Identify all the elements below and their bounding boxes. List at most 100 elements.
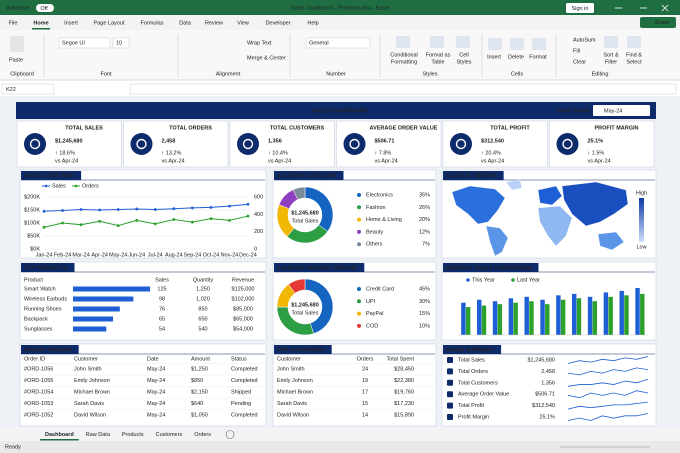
sign-in[interactable]: Sign in (572, 6, 589, 12)
ribbon-button[interactable]: Segoe UI (62, 40, 85, 46)
sheet-tab[interactable]: Products (122, 432, 144, 438)
ribbon-button[interactable]: Wrap Text (247, 40, 272, 46)
kpi-icon-glyph (349, 138, 360, 150)
menu-tab[interactable]: Help (307, 20, 318, 26)
legend-value: 26% (419, 205, 430, 211)
table-cell: $15,890 (394, 412, 414, 418)
panel-header (274, 345, 332, 354)
comparison-bar (592, 301, 598, 335)
product-name: Running Shoes (24, 306, 62, 312)
y2-tick-label: 600 (254, 194, 263, 200)
table-cell: Shipped (231, 389, 251, 395)
ribbon-button[interactable]: Delete (508, 54, 524, 60)
ribbon-button[interactable]: Filter (605, 59, 617, 65)
series-point (209, 217, 213, 221)
ribbon-button[interactable]: Formatting (391, 59, 417, 65)
ribbon-button[interactable]: Conditional (390, 52, 418, 58)
y-tick-label: $200K (24, 194, 40, 200)
summary-icon (447, 391, 453, 398)
table-cell: Completed (231, 378, 258, 384)
ribbon-button[interactable]: Paste (9, 57, 23, 63)
share[interactable]: Share (655, 20, 670, 26)
title-bar (0, 0, 680, 15)
ribbon-button[interactable]: 10 (116, 40, 122, 46)
comparison-bar (465, 307, 471, 335)
table-cell: $640 (191, 401, 203, 407)
table-cell: 24 (362, 366, 368, 372)
name-box-text[interactable]: K22 (6, 87, 16, 93)
table-cell: Completed (231, 412, 258, 418)
kpi-change: ↑ 13.2% (162, 150, 182, 156)
menu-tab[interactable]: View (237, 20, 249, 26)
table-header: Amount (191, 356, 210, 362)
ribbon-button[interactable]: Find & (626, 52, 642, 58)
table-cell: $1,050 (191, 412, 208, 418)
menu-tab[interactable]: Home (33, 20, 48, 26)
autosave-label: AutoSave (6, 5, 30, 11)
ribbon-button[interactable]: Format as (426, 52, 451, 58)
ribbon-button[interactable]: Merge & Center (247, 55, 286, 61)
comparison-bar (513, 302, 518, 335)
table-cell: $19,760 (394, 389, 414, 395)
menu-tab[interactable]: File (9, 20, 18, 26)
sheet-tab[interactable]: Customers (156, 432, 183, 438)
menu-tab[interactable]: Developer (265, 20, 290, 26)
ribbon-button[interactable]: Clear (573, 59, 586, 65)
ribbon-button[interactable]: Sort & (603, 52, 619, 58)
ribbon-button[interactable]: Cell (459, 52, 468, 58)
ribbon-button[interactable]: Select (626, 59, 642, 65)
legend-dot (357, 323, 361, 328)
map-region (451, 185, 506, 225)
panel-title: TOP CUSTOMERS (277, 347, 325, 353)
legend-value: 15% (419, 311, 430, 317)
sheet-tab[interactable]: Orders (194, 432, 211, 438)
ribbon-button[interactable]: AutoSum (573, 37, 596, 43)
kpi-icon-glyph (29, 138, 41, 150)
kpi-comparison: vs Apr-24 (55, 158, 78, 164)
table-cell: $850 (191, 378, 203, 384)
map-region (597, 231, 625, 251)
comparison-bar (576, 298, 582, 335)
ribbon-button[interactable]: Styles (457, 59, 472, 65)
menu-tab[interactable]: Page Layout (94, 20, 125, 26)
formula-input (129, 83, 677, 95)
x-tick-label: Nov-24 (221, 252, 239, 258)
series-point (172, 218, 176, 221)
ribbon-button[interactable]: General (309, 40, 329, 46)
comparison-bar (540, 299, 545, 335)
comparison-bar (529, 301, 534, 335)
sheet-tab[interactable]: Raw Data (86, 432, 111, 438)
summary-value: $312,540 (532, 403, 555, 409)
panel (272, 343, 437, 427)
selected-month[interactable]: May-24 (604, 108, 622, 114)
menu-tab[interactable]: Insert (64, 20, 78, 26)
product-bar (73, 306, 120, 312)
add-sheet[interactable] (225, 430, 235, 439)
donut-center-value: $1,245,680 (291, 210, 319, 216)
table-header: Orders (357, 356, 374, 362)
menu-tab[interactable]: Review (205, 20, 223, 26)
autosave-state[interactable]: Off (40, 6, 48, 12)
x-tick-label: Sep-24 (183, 252, 201, 258)
ribbon-button[interactable]: Format (529, 54, 547, 60)
kpi-icon-glyph (136, 138, 147, 150)
menu-tab[interactable]: Formulas (141, 20, 164, 26)
series-point (79, 223, 83, 227)
sparkline (567, 367, 649, 376)
table-header: Revenue (232, 277, 254, 283)
ribbon-button[interactable]: Fill (573, 48, 580, 54)
summary-value: $1,245,680 (527, 357, 555, 363)
menu-tab[interactable]: Data (179, 20, 192, 26)
legend-label: Beauty (366, 229, 383, 235)
table-cell: $17,230 (394, 401, 414, 407)
sheet-tab[interactable]: Dashboard (45, 432, 74, 438)
ribbon-button[interactable]: Insert (487, 54, 501, 60)
summary-value: $506.71 (535, 392, 555, 398)
month-dropdown (593, 105, 650, 116)
table-header: Quantity (193, 277, 214, 283)
ribbon-button[interactable]: Table (431, 59, 444, 65)
summary-icon (447, 357, 453, 363)
series-point (153, 208, 157, 211)
table-cell: #ORD-1056 (24, 366, 53, 372)
table-cell: #ORD-1052 (24, 412, 53, 418)
